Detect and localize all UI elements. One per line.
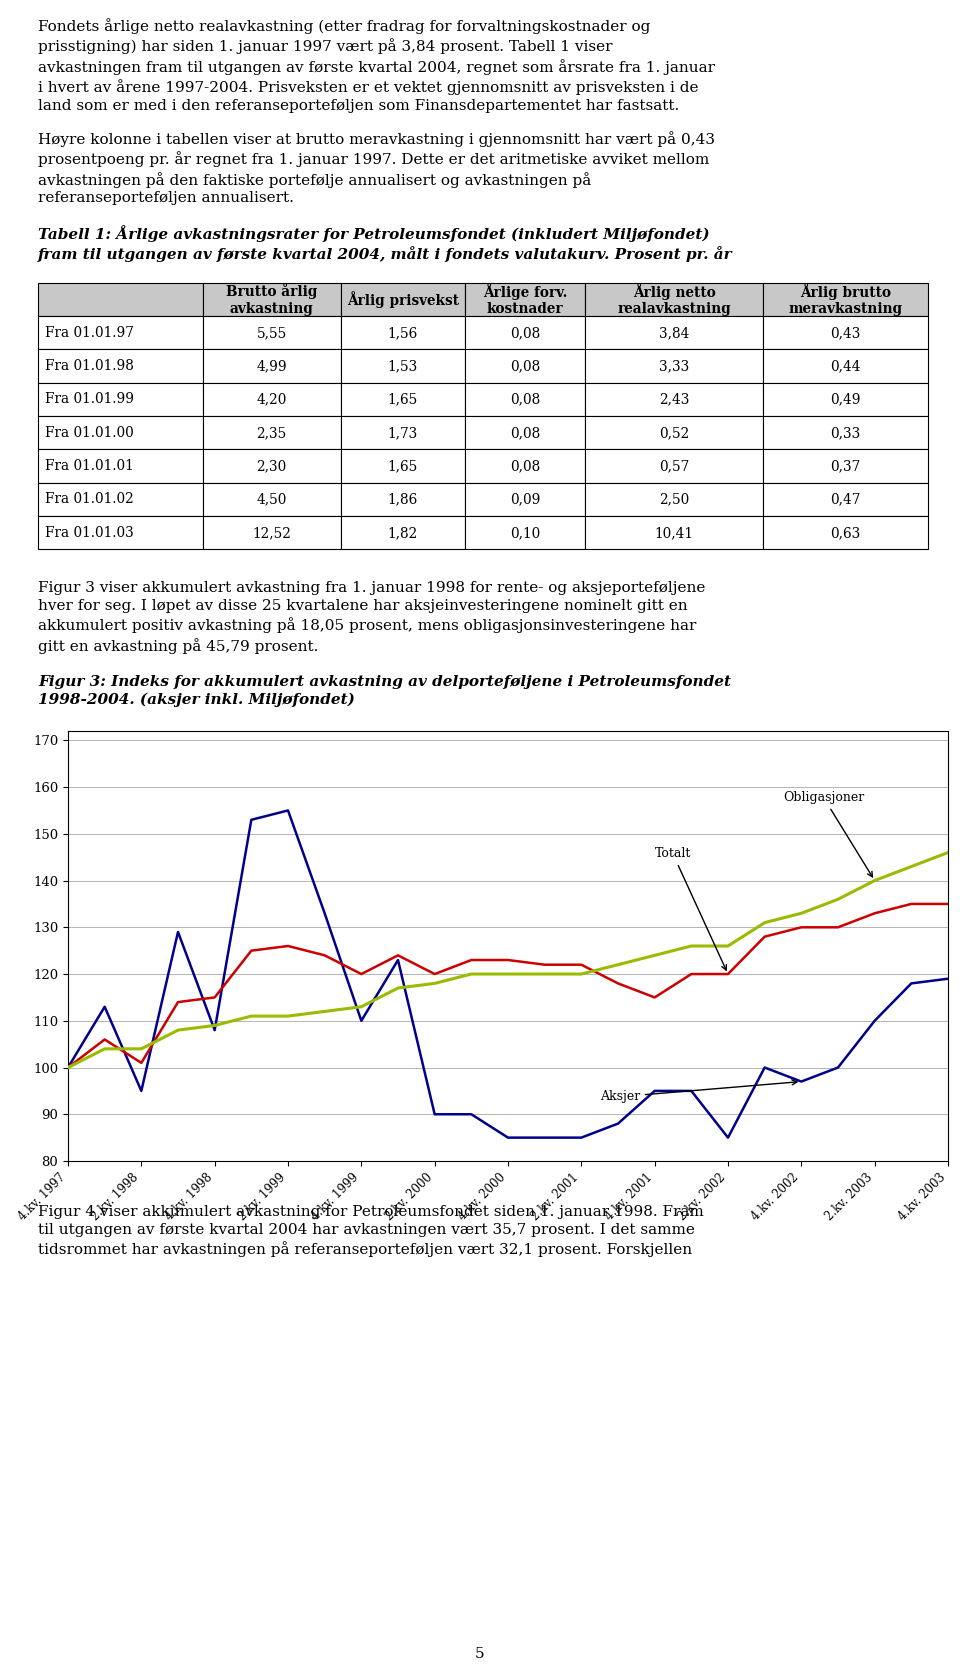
Text: 5: 5 [475, 1648, 485, 1661]
Text: Totalt: Totalt [655, 847, 727, 970]
Text: Høyre kolonne i tabellen viser at brutto meravkastning i gjennomsnitt har vært p: Høyre kolonne i tabellen viser at brutto… [38, 131, 715, 205]
Text: Figur 3: Indeks for akkumulert avkastning av delporteføljene i Petroleumsfondet
: Figur 3: Indeks for akkumulert avkastnin… [38, 675, 731, 708]
Text: Fondets årlige netto realavkastning (etter fradrag for forvaltningskostnader og
: Fondets årlige netto realavkastning (ett… [38, 18, 715, 112]
Text: Tabell 1: Årlige avkastningsrater for Petroleumsfondet (inkludert Miljøfondet)
f: Tabell 1: Årlige avkastningsrater for Pe… [38, 225, 732, 262]
Text: Figur 3 viser akkumulert avkastning fra 1. januar 1998 for rente- og aksjeportef: Figur 3 viser akkumulert avkastning fra … [38, 581, 706, 654]
Text: Obligasjoner: Obligasjoner [783, 790, 873, 878]
Text: Figur 4 viser akkumulert avkastning for Petroleumsfondet siden 1. januar 1998. F: Figur 4 viser akkumulert avkastning for … [38, 1205, 704, 1257]
Text: Aksjer: Aksjer [600, 1081, 797, 1102]
